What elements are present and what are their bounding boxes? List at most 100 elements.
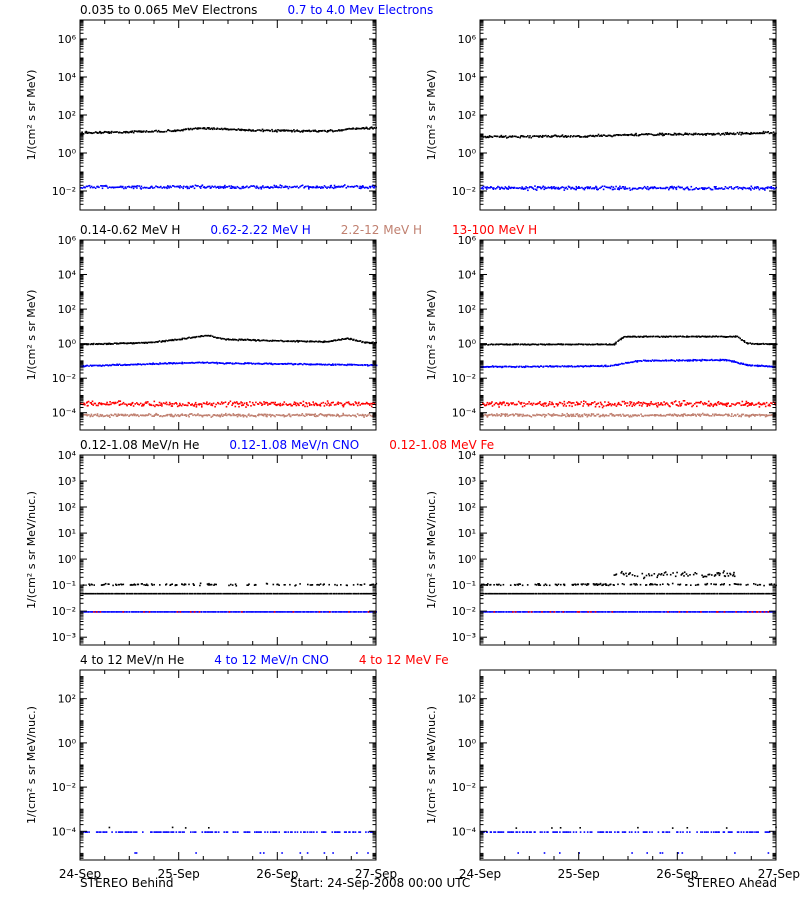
data-point [118, 363, 121, 366]
data-point [299, 185, 301, 188]
data-point [174, 362, 177, 365]
data-point [770, 186, 773, 188]
data-point [583, 343, 585, 346]
data-point [161, 362, 164, 365]
data-point [610, 412, 613, 415]
data-point [298, 404, 300, 407]
data-point [285, 592, 287, 595]
data-point [126, 404, 128, 407]
data-point [715, 413, 717, 415]
data-point [260, 188, 263, 190]
data-point [688, 188, 690, 191]
y-tick-label: 10⁶ [58, 33, 77, 46]
data-point [319, 592, 321, 595]
data-point [763, 343, 765, 345]
data-point [623, 362, 625, 365]
data-point [100, 402, 103, 405]
data-point [232, 186, 235, 188]
data-point [268, 340, 271, 342]
data-point [710, 133, 713, 135]
data-point [234, 362, 237, 364]
data-point [215, 414, 218, 417]
data-point [768, 403, 771, 406]
data-point [768, 343, 771, 346]
data-point [199, 186, 201, 188]
data-point [181, 361, 183, 364]
data-point [93, 584, 95, 586]
data-point [688, 335, 691, 338]
data-point [727, 187, 730, 190]
data-point [159, 404, 161, 406]
data-point [584, 401, 587, 403]
data-point [201, 335, 204, 337]
data-point [643, 133, 646, 136]
data-point [156, 414, 159, 416]
data-point [728, 405, 731, 407]
data-point [533, 365, 535, 368]
data-point [179, 404, 181, 406]
data-point [512, 135, 514, 138]
data-point [82, 343, 85, 346]
data-point [314, 340, 317, 343]
data-point [213, 336, 215, 338]
data-point [679, 133, 682, 135]
data-point [373, 185, 376, 188]
data-point [218, 592, 220, 595]
data-point [667, 403, 669, 406]
data-point [132, 187, 135, 190]
data-point [188, 402, 190, 405]
data-point [281, 129, 284, 132]
data-point [587, 135, 589, 137]
data-point [599, 187, 601, 189]
data-point [369, 186, 372, 189]
data-point [482, 414, 485, 417]
data-point [537, 186, 539, 188]
data-point [485, 403, 488, 406]
data-point [177, 185, 179, 188]
data-point [315, 130, 317, 132]
data-point [272, 401, 275, 404]
data-point [362, 364, 364, 367]
data-point [246, 129, 248, 131]
data-point [359, 592, 362, 595]
data-point [239, 187, 241, 190]
data-point [224, 592, 227, 595]
data-point [140, 188, 142, 190]
data-point [255, 187, 257, 189]
data-point [323, 405, 326, 407]
data-point [581, 186, 583, 189]
data-point [233, 592, 236, 595]
data-point [594, 343, 597, 346]
data-point [267, 186, 269, 188]
data-point [612, 186, 615, 188]
data-point [352, 414, 354, 416]
data-point [319, 186, 321, 188]
data-point [154, 414, 157, 416]
data-point [564, 187, 566, 190]
data-point [569, 186, 571, 189]
data-point [328, 363, 331, 366]
data-point [295, 130, 297, 132]
data-point [251, 339, 254, 341]
data-point [289, 415, 292, 418]
data-point [626, 405, 628, 407]
data-point [525, 186, 527, 188]
data-point [160, 402, 162, 405]
data-point [358, 127, 360, 130]
data-point [373, 402, 376, 405]
data-point [570, 365, 573, 367]
data-point [552, 413, 555, 415]
data-point [660, 415, 662, 417]
data-point [595, 185, 597, 188]
data-point [305, 592, 307, 595]
data-point [582, 366, 585, 368]
data-point [500, 134, 503, 137]
data-point [339, 402, 341, 404]
data-point [143, 363, 145, 366]
data-point [686, 186, 689, 188]
data-point [144, 363, 146, 366]
data-point [188, 128, 191, 131]
data-point [194, 336, 196, 339]
data-point [331, 186, 334, 189]
